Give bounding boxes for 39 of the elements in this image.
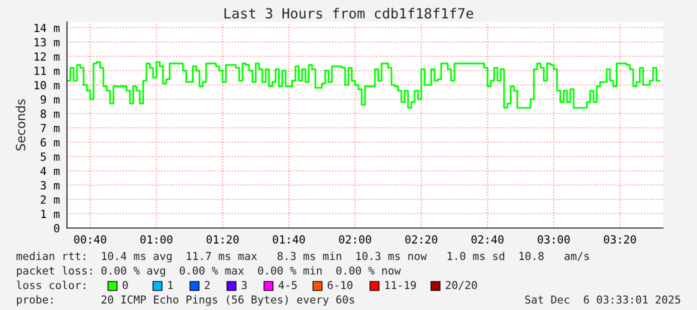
y-tick-label: 4 m bbox=[40, 166, 60, 176]
y-tick-label: 10 m bbox=[34, 80, 60, 90]
x-tick-label: 03:20 bbox=[604, 235, 636, 244]
text: 4-5 bbox=[278, 281, 297, 290]
y-tick-label: 0 bbox=[54, 224, 60, 232]
y-tick-label: 6 m bbox=[40, 138, 60, 147]
text: 0 bbox=[122, 280, 128, 290]
y-tick-label: 11 m bbox=[34, 66, 60, 75]
x-tick-label: 03:00 bbox=[538, 235, 570, 244]
text: 11-19 bbox=[385, 280, 416, 290]
y-tick-label: 8 m bbox=[40, 110, 60, 118]
x-tick-label: 01:40 bbox=[272, 235, 305, 244]
x-tick-label: 01:20 bbox=[206, 235, 239, 244]
text: 2 bbox=[204, 280, 210, 290]
text: packet loss: 0.00 % avg 0.00 % max 0.00 % min 0.00 % now bbox=[17, 266, 401, 277]
x-tick-label: 02:20 bbox=[405, 235, 438, 244]
y-tick-label: 2 m bbox=[40, 195, 60, 204]
y-tick-label: 13 m bbox=[34, 38, 60, 46]
x-tick-label: 00:40 bbox=[74, 235, 106, 244]
y-tick-label: 1 m bbox=[41, 210, 60, 218]
y-tick-label: 9 m bbox=[40, 95, 60, 104]
text: median rtt: 10.4 ms avg 11.7 ms max 8.3 ms min 10.3 ms now 1.0 ms sd 10.8 am/s bbox=[16, 252, 589, 262]
y-tick-label: 5 m bbox=[40, 152, 60, 161]
text: Sat Dec 6 03:33:01 2025 bbox=[525, 295, 680, 304]
y-tick-label: 14 m bbox=[34, 24, 60, 32]
y-axis-title: Seconds bbox=[16, 99, 26, 150]
y-tick-label: 7 m bbox=[40, 124, 60, 132]
text: 3 bbox=[242, 280, 247, 290]
y-tick-label: 12 m bbox=[34, 52, 60, 61]
chart-title: Last 3 Hours from cdb1f18f1f7e bbox=[224, 8, 474, 19]
x-tick-label: 02:00 bbox=[339, 235, 372, 244]
x-tick-label: 02:40 bbox=[472, 235, 504, 244]
text: 1 bbox=[168, 281, 173, 290]
text: 20/20 bbox=[446, 280, 477, 290]
x-tick-label: 01:00 bbox=[140, 235, 172, 244]
text: probe: 20 ICMP Echo Pings (56 Bytes) every 60s bbox=[17, 295, 354, 306]
y-tick-label: 3 m bbox=[40, 181, 60, 190]
text: 6-10 bbox=[328, 280, 352, 290]
text: loss color: bbox=[16, 280, 86, 290]
